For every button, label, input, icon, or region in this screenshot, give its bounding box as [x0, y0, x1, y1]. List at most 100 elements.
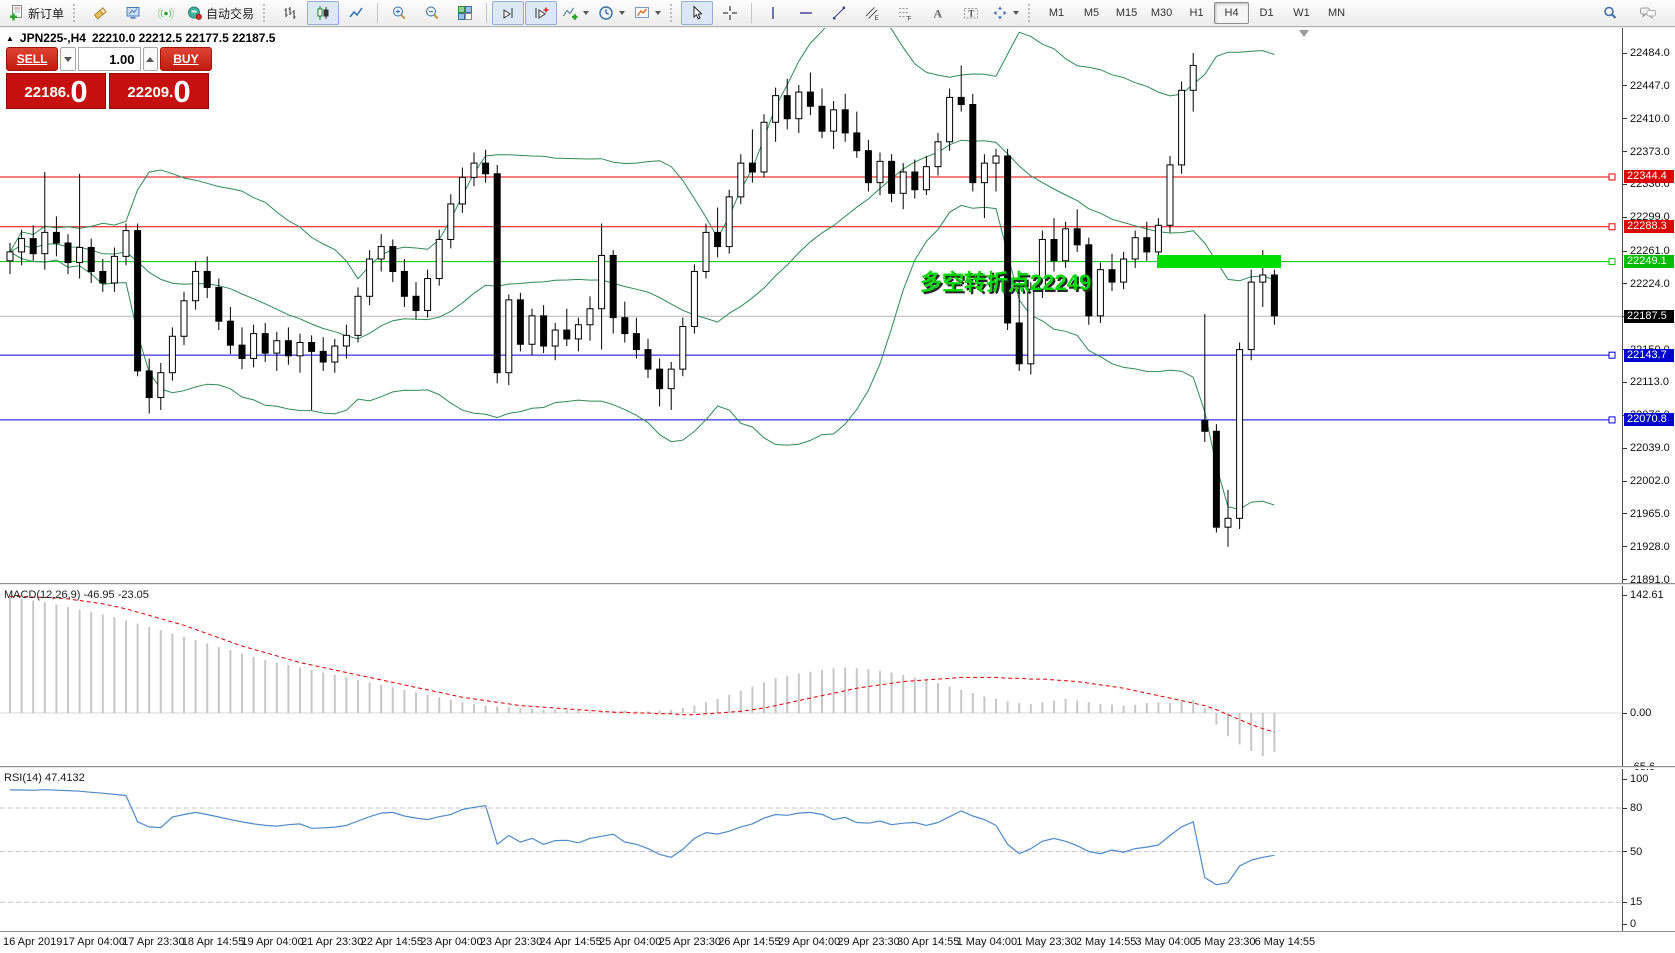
- decimal-point: .: [169, 84, 174, 101]
- price-tick-label: 21891.0: [1630, 573, 1670, 586]
- price-tick-label: 21965.0: [1630, 507, 1670, 520]
- crosshair-button[interactable]: [714, 1, 746, 25]
- price-tick-label: 22299.0: [1630, 211, 1670, 224]
- timeframe-M15[interactable]: M15: [1115, 7, 1138, 19]
- text-label-button[interactable]: T: [955, 1, 987, 25]
- eraser-button[interactable]: [84, 1, 116, 25]
- price-tick-label: 22039.0: [1630, 442, 1670, 455]
- rsi-panel[interactable]: RSI(14) 47.4132: [0, 769, 1622, 931]
- periods-button[interactable]: [594, 1, 629, 25]
- time-axis-label: 23 Apr 04:00: [420, 936, 483, 948]
- time-axis-label: 26 Apr 14:55: [718, 936, 781, 948]
- svg-text:T: T: [968, 8, 974, 18]
- crosshair-icon: [722, 5, 738, 21]
- chat-button[interactable]: [1632, 1, 1664, 25]
- buy-price[interactable]: 22209. 0: [109, 73, 209, 109]
- axis-tick: [1623, 807, 1627, 809]
- text-label-icon: T: [963, 5, 979, 21]
- time-axis-label: 1 May 23:30: [1016, 936, 1077, 948]
- auto-scroll-button[interactable]: [492, 1, 525, 25]
- timeframe-group: M1 M5 M15 M30 H1 H4 D1 W1 MN: [1039, 2, 1354, 24]
- main-chart-panel[interactable]: ▲ JPN225-,H4 22210.0 22212.5 22177.5 221…: [0, 28, 1622, 583]
- auto-scroll-icon: [500, 5, 516, 21]
- line-price-tag: 22344.4: [1624, 170, 1674, 184]
- periods-icon: [598, 5, 614, 21]
- dropdown-caret-icon: [1013, 11, 1020, 15]
- volume-increase-button[interactable]: [142, 47, 158, 71]
- new-order-button[interactable]: 新订单: [5, 1, 68, 25]
- time-axis[interactable]: 16 Apr 2019 17 Apr 04:00 17 Apr 23:30 18 Ap…: [0, 931, 1675, 953]
- tile-windows-icon: [457, 5, 473, 21]
- svg-text:A: A: [934, 7, 943, 21]
- rsi-label: RSI(14) 47.4132: [4, 772, 85, 784]
- signals-icon: [158, 5, 174, 21]
- zoom-in-button[interactable]: [383, 1, 415, 25]
- axis-tick: [1623, 151, 1627, 153]
- svg-text:E: E: [875, 15, 880, 21]
- axis-tick: [1623, 480, 1627, 482]
- timeframe-H4[interactable]: H4: [1214, 2, 1250, 24]
- rsi-axis-label: 15: [1630, 896, 1643, 909]
- search-button[interactable]: [1594, 1, 1626, 25]
- line-chart-button[interactable]: [340, 1, 372, 25]
- caret-down-icon: [63, 56, 72, 62]
- vertical-line-button[interactable]: [757, 1, 789, 25]
- time-axis-label: 5 May 23:30: [1195, 936, 1256, 948]
- chart-text-annotation: 多空转折点22249: [920, 270, 1092, 295]
- volume-decrease-button[interactable]: [60, 47, 76, 71]
- eraser-icon: [92, 5, 108, 21]
- timeframe-M30[interactable]: M30: [1150, 7, 1173, 19]
- rsi-axis-label: 100: [1630, 773, 1649, 785]
- price-axis[interactable]: 22484.0 22447.0 22410.0 22373.0 22336.0 22299…: [1622, 28, 1675, 931]
- channel-button[interactable]: E: [856, 1, 888, 25]
- panel-splitter[interactable]: [0, 583, 1675, 586]
- toolbar-grip: [1028, 4, 1034, 22]
- arrows-button[interactable]: [988, 1, 1023, 25]
- tile-windows-button[interactable]: [449, 1, 481, 25]
- volume-input[interactable]: [77, 47, 141, 71]
- trendline-button[interactable]: [823, 1, 855, 25]
- rsi-canvas[interactable]: [0, 769, 1622, 931]
- cursor-button[interactable]: [681, 1, 714, 25]
- time-axis-label: 21 Apr 23:30: [301, 936, 364, 948]
- timeframe-H1[interactable]: H1: [1189, 7, 1204, 19]
- bar-chart-button[interactable]: [274, 1, 306, 25]
- templates-button[interactable]: [630, 1, 665, 25]
- toolbar-grip: [263, 4, 269, 22]
- timeframe-M5[interactable]: M5: [1083, 7, 1100, 19]
- macd-panel[interactable]: MACD(12,26,9) -46.95 -23.05: [0, 586, 1622, 766]
- toolbar-separator: [377, 3, 379, 23]
- price-tick-label: 22224.0: [1630, 277, 1670, 290]
- price-tick-label: 22373.0: [1630, 145, 1670, 158]
- toolbar-separator: [486, 3, 488, 23]
- chart-shift-button[interactable]: [525, 1, 558, 25]
- time-axis-label: 18 Apr 14:55: [181, 936, 245, 948]
- zoom-out-button[interactable]: [416, 1, 448, 25]
- chart-shift-icon: [533, 5, 549, 21]
- candlestick-chart-button[interactable]: [307, 1, 340, 25]
- buy-button[interactable]: BUY: [159, 47, 212, 71]
- autotrade-button[interactable]: 自动交易: [183, 1, 258, 25]
- timeframe-M1[interactable]: M1: [1048, 7, 1065, 19]
- axis-tick: [1623, 447, 1627, 449]
- macd-canvas[interactable]: [0, 586, 1622, 766]
- sell-price[interactable]: 22186. 0: [6, 73, 106, 109]
- line-price-tag: 22143.7: [1624, 348, 1674, 362]
- text-button[interactable]: A: [922, 1, 954, 25]
- timeframe-MN[interactable]: MN: [1327, 7, 1346, 19]
- timeframe-D1[interactable]: D1: [1259, 7, 1274, 19]
- profiles-button[interactable]: [117, 1, 149, 25]
- signals-button[interactable]: [150, 1, 182, 25]
- templates-icon: [634, 5, 650, 21]
- time-axis-label: 30 Apr 14:55: [897, 936, 960, 948]
- fibonacci-button[interactable]: F: [889, 1, 921, 25]
- sell-button[interactable]: SELL: [6, 47, 59, 71]
- indicators-button[interactable]: [558, 1, 593, 25]
- collapse-arrow-icon[interactable]: ▲: [6, 33, 14, 43]
- panel-splitter[interactable]: [0, 766, 1675, 769]
- line-chart-icon: [348, 5, 364, 21]
- timeframe-W1[interactable]: W1: [1293, 7, 1310, 19]
- horizontal-line-button[interactable]: [790, 1, 822, 25]
- zoom-in-icon: [391, 5, 407, 21]
- price-chart-canvas[interactable]: [0, 28, 1622, 583]
